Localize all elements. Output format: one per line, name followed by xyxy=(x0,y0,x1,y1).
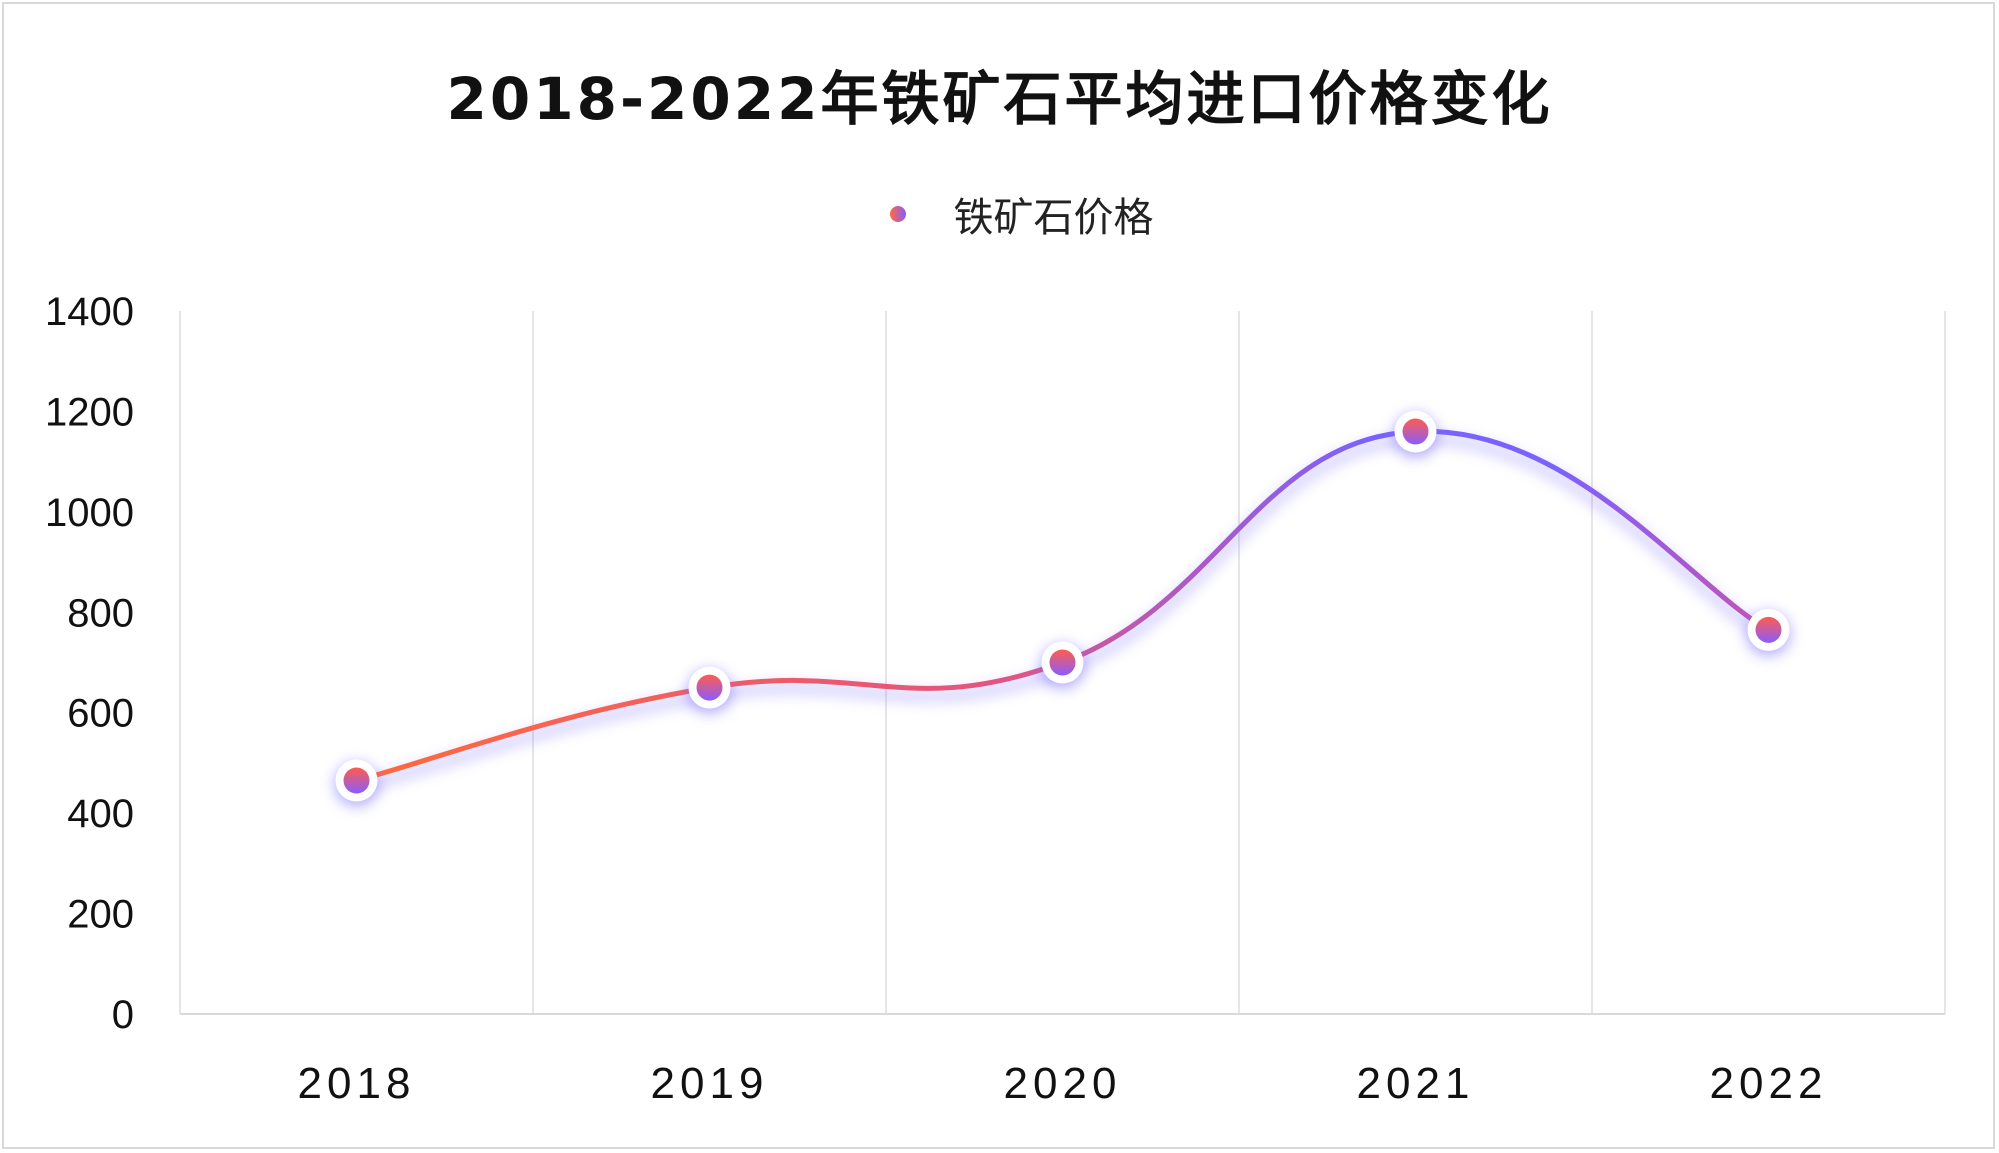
y-tick-label: 1000 xyxy=(45,491,134,535)
tick-labels: 0 200 400 600 800 1000 1200 1400 2018 2019 2020 202… xyxy=(45,290,1828,1108)
legend: 铁矿石价格 xyxy=(0,184,1999,244)
data-point-2019 xyxy=(687,666,732,714)
x-tick-label: 2020 xyxy=(1004,1059,1122,1108)
y-tick-label: 0 xyxy=(112,993,134,1037)
y-tick-label: 1200 xyxy=(45,390,134,434)
series-line xyxy=(354,428,1771,784)
data-point-dot xyxy=(1402,418,1429,445)
data-point-2018 xyxy=(334,759,379,807)
data-point-dot xyxy=(1755,616,1782,643)
y-tick-label: 1400 xyxy=(45,290,134,334)
chart-title: 2018-2022年铁矿石平均进口价格变化 xyxy=(446,65,1553,133)
data-point-dot xyxy=(343,767,370,794)
series-line-layer xyxy=(354,428,1771,784)
data-point-2020 xyxy=(1040,641,1085,689)
data-point-dot xyxy=(1049,649,1076,676)
legend-swatch xyxy=(845,206,950,222)
legend-label: 铁矿石价格 xyxy=(953,195,1154,241)
x-tick-label: 2021 xyxy=(1357,1059,1475,1108)
data-point-dot xyxy=(696,674,723,701)
data-point-2021 xyxy=(1393,410,1438,458)
y-tick-label: 200 xyxy=(67,893,134,937)
x-tick-label: 2018 xyxy=(298,1059,416,1108)
data-point-2022 xyxy=(1746,608,1791,656)
x-tick-label: 2022 xyxy=(1710,1059,1828,1108)
y-tick-label: 400 xyxy=(67,792,134,836)
marker-layer xyxy=(334,410,1791,807)
x-tick-label: 2019 xyxy=(651,1059,769,1108)
line-glow xyxy=(355,434,1771,794)
y-tick-label: 600 xyxy=(67,692,134,736)
series-line-glow xyxy=(355,434,1771,794)
grid xyxy=(179,311,1946,1014)
y-tick-label: 800 xyxy=(67,591,134,635)
